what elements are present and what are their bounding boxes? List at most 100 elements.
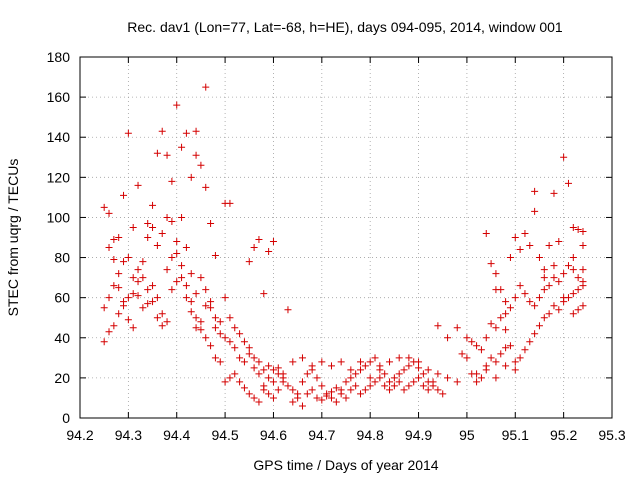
data-point	[129, 274, 137, 282]
data-point	[105, 209, 113, 217]
data-point	[579, 242, 587, 250]
data-point	[178, 262, 186, 270]
data-point	[211, 324, 219, 332]
data-point	[298, 354, 306, 362]
data-point	[458, 350, 466, 358]
data-point	[521, 346, 529, 354]
data-point	[473, 378, 481, 386]
data-point	[115, 310, 123, 318]
data-point	[240, 358, 248, 366]
data-point	[361, 386, 369, 394]
data-point	[110, 256, 118, 264]
data-point	[269, 378, 277, 386]
data-point	[202, 183, 210, 191]
data-point	[192, 151, 200, 159]
data-point	[245, 344, 253, 352]
data-point	[511, 366, 519, 374]
data-point	[260, 290, 268, 298]
data-point	[371, 378, 379, 386]
data-point	[158, 229, 166, 237]
data-point	[182, 129, 190, 137]
data-point	[415, 374, 423, 382]
data-point	[352, 370, 360, 378]
data-point	[105, 328, 113, 336]
data-point	[250, 364, 258, 372]
data-point	[482, 334, 490, 342]
y-tick-label: 40	[54, 330, 70, 346]
data-point	[144, 219, 152, 227]
data-point	[149, 223, 157, 231]
x-tick-label: 94.8	[357, 427, 384, 443]
data-point	[574, 306, 582, 314]
x-tick-label: 94.4	[163, 427, 190, 443]
data-point	[236, 354, 244, 362]
data-point	[110, 322, 118, 330]
data-point	[424, 366, 432, 374]
data-point	[110, 282, 118, 290]
data-point	[221, 294, 229, 302]
data-point	[284, 306, 292, 314]
data-point	[192, 290, 200, 298]
data-point	[390, 382, 398, 390]
data-point	[366, 374, 374, 382]
data-point	[502, 310, 510, 318]
y-tick-label: 80	[54, 250, 70, 266]
data-point	[579, 302, 587, 310]
data-point	[332, 398, 340, 406]
data-point	[453, 378, 461, 386]
data-point	[347, 386, 355, 394]
x-tick-label: 95	[459, 427, 475, 443]
data-point	[342, 394, 350, 402]
data-point	[226, 314, 234, 322]
data-point	[405, 354, 413, 362]
data-point	[400, 386, 408, 394]
data-point	[337, 390, 345, 398]
data-point	[221, 378, 229, 386]
data-point	[526, 298, 534, 306]
data-point	[124, 129, 132, 137]
data-point	[535, 254, 543, 262]
data-point	[231, 370, 239, 378]
data-point	[439, 390, 447, 398]
data-point	[202, 83, 210, 91]
data-point	[477, 346, 485, 354]
data-point	[163, 151, 171, 159]
data-point	[419, 370, 427, 378]
data-point	[192, 324, 200, 332]
data-point	[120, 258, 128, 266]
data-point	[444, 374, 452, 382]
data-point	[444, 334, 452, 342]
data-point	[134, 292, 142, 300]
data-point	[555, 238, 563, 246]
data-point	[250, 394, 258, 402]
data-point	[149, 201, 157, 209]
data-point	[260, 366, 268, 374]
data-point	[434, 370, 442, 378]
data-point	[134, 278, 142, 286]
data-point	[245, 258, 253, 266]
data-point	[207, 342, 215, 350]
data-point	[153, 242, 161, 250]
data-point	[153, 149, 161, 157]
data-point	[187, 173, 195, 181]
data-point	[158, 127, 166, 135]
data-point	[216, 318, 224, 326]
data-point	[163, 213, 171, 221]
data-point	[323, 392, 331, 400]
data-point	[395, 378, 403, 386]
data-point	[144, 286, 152, 294]
data-point	[550, 189, 558, 197]
data-point	[463, 334, 471, 342]
data-point	[569, 223, 577, 231]
data-point	[289, 398, 297, 406]
data-point	[569, 266, 577, 274]
data-point	[187, 270, 195, 278]
data-point	[579, 278, 587, 286]
data-point	[197, 318, 205, 326]
data-point	[400, 366, 408, 374]
data-point	[153, 314, 161, 322]
data-point	[574, 286, 582, 294]
data-point	[124, 294, 132, 302]
data-point	[560, 153, 568, 161]
data-point	[255, 370, 263, 378]
